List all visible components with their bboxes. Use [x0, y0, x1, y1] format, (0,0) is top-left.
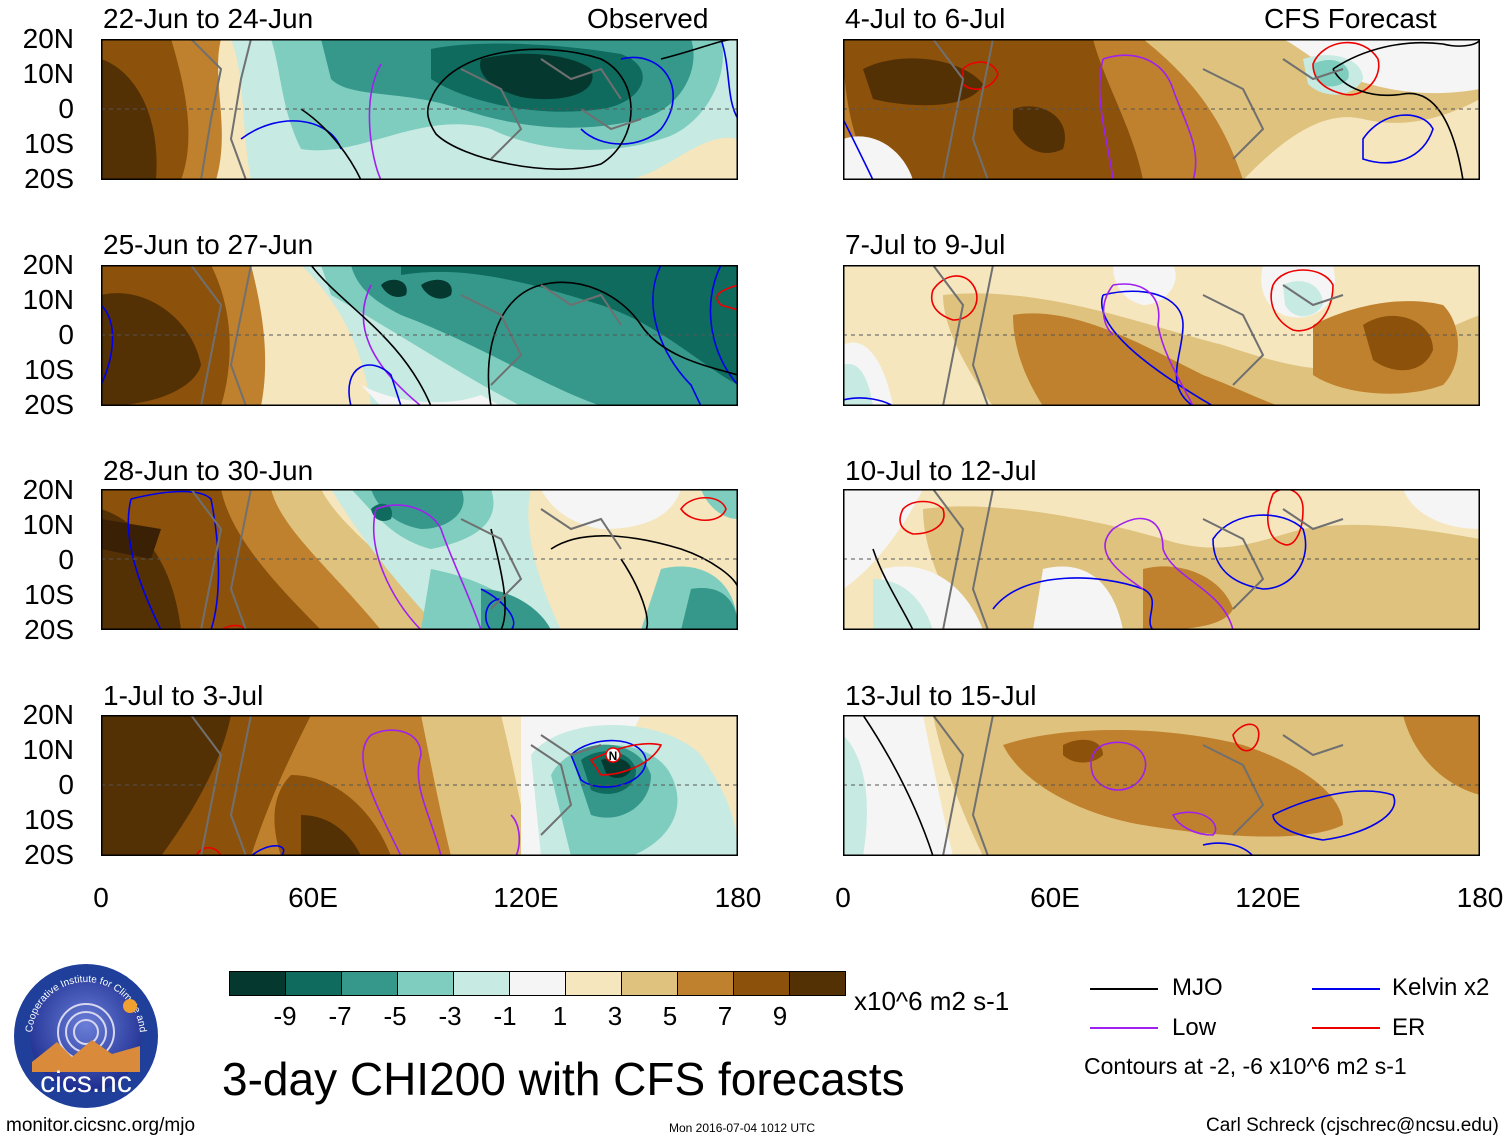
colorbar-tick: -9: [273, 1001, 297, 1031]
legend-line-mjo: [1090, 988, 1158, 990]
panel-period-label: 7-Jul to 9-Jul: [845, 229, 1006, 260]
map-panel-forecast-3: [843, 489, 1480, 630]
legend-label: MJO: [1172, 974, 1223, 1001]
lon-label: 180: [714, 882, 762, 913]
lat-label: 20S: [24, 389, 74, 420]
colorbar-tick: 3: [607, 1001, 623, 1031]
colorbar-tick: 1: [552, 1001, 568, 1031]
lon-label: 120E: [1235, 882, 1301, 913]
observed-column-title: Observed: [587, 3, 709, 34]
lat-label: 10N: [22, 734, 74, 765]
lon-label: 60E: [1030, 882, 1080, 913]
map-panel-observed-4: N: [101, 715, 738, 856]
map-panel-forecast-4: [843, 715, 1480, 856]
colorbar-tick: -7: [328, 1001, 352, 1031]
forecast-column-title: CFS Forecast: [1264, 3, 1437, 34]
colorbar: [229, 971, 846, 996]
colorbar-swatch: [510, 972, 566, 995]
footer-url[interactable]: monitor.cicsnc.org/mjo: [6, 1115, 196, 1136]
lat-label: 10S: [24, 579, 74, 610]
colorbar-tick: 5: [662, 1001, 678, 1031]
lat-label: 20S: [24, 163, 74, 194]
map-panel-observed-3: [101, 489, 738, 630]
lat-label: 20S: [24, 839, 74, 870]
colorbar-swatch: [454, 972, 510, 995]
lat-label: 10N: [22, 509, 74, 540]
map-panel-observed-2: [101, 265, 738, 406]
footer-timestamp: Mon 2016-07-04 1012 UTC: [669, 1121, 816, 1135]
lat-label: 10S: [24, 354, 74, 385]
lat-label: 20N: [22, 474, 74, 505]
lat-label: 10S: [24, 804, 74, 835]
colorbar-swatch: [566, 972, 622, 995]
panel-period-label: 28-Jun to 30-Jun: [103, 455, 314, 486]
colorbar-swatch: [342, 972, 398, 995]
lat-label: 20N: [22, 23, 74, 54]
legend-line-low: [1090, 1027, 1158, 1029]
colorbar-swatch: [286, 972, 342, 995]
colorbar-swatch: [230, 972, 286, 995]
colorbar-tick: 9: [772, 1001, 788, 1031]
lat-label: 20N: [22, 249, 74, 280]
lat-label: 10N: [22, 58, 74, 89]
lat-label: 20N: [22, 699, 74, 730]
legend-label: Kelvin x2: [1392, 974, 1490, 1001]
colorbar-tick: -5: [383, 1001, 407, 1031]
lon-label: 120E: [493, 882, 559, 913]
lat-label: 10N: [22, 284, 74, 315]
lat-label: 0: [58, 319, 74, 350]
main-title: 3-day CHI200 with CFS forecasts: [222, 1053, 905, 1105]
colorbar-swatch: [398, 972, 454, 995]
storm-marker: N: [609, 749, 618, 763]
colorbar-swatch: [734, 972, 790, 995]
legend-line-er: [1312, 1027, 1380, 1029]
panel-period-label: 25-Jun to 27-Jun: [103, 229, 314, 260]
colorbar-units: x10^6 m2 s-1: [854, 986, 1010, 1016]
colorbar-tick: -1: [493, 1001, 517, 1031]
map-panel-forecast-1: [843, 39, 1480, 180]
panel-period-label: 22-Jun to 24-Jun: [103, 3, 314, 34]
lon-label: 0: [93, 882, 109, 913]
lon-label: 60E: [288, 882, 338, 913]
map-panel-observed-1: [101, 39, 738, 180]
panel-period-label: 10-Jul to 12-Jul: [845, 455, 1037, 486]
colorbar-swatch: [678, 972, 734, 995]
lon-label: 180: [1456, 882, 1504, 913]
panel-period-label: 13-Jul to 15-Jul: [845, 680, 1037, 711]
logo-text: cics.nc: [40, 1066, 132, 1099]
panel-period-label: 1-Jul to 3-Jul: [103, 680, 264, 711]
lat-label: 20S: [24, 614, 74, 645]
colorbar-tick: -3: [438, 1001, 462, 1031]
colorbar-swatch: [622, 972, 678, 995]
footer-credit: Carl Schreck (cjschrec@ncsu.edu): [1206, 1115, 1499, 1136]
colorbar-tick: 7: [717, 1001, 733, 1031]
lat-label: 0: [58, 769, 74, 800]
lat-label: 10S: [24, 128, 74, 159]
colorbar-swatch: [790, 972, 845, 995]
legend-line-kelvin: [1312, 988, 1380, 990]
lon-label: 0: [835, 882, 851, 913]
cicsnc-logo: Cooperative Institute for Climate and Sa…: [9, 954, 160, 1110]
lat-label: 0: [58, 544, 74, 575]
legend-label: ER: [1392, 1014, 1426, 1041]
lat-label: 0: [58, 93, 74, 124]
legend-label: Low: [1172, 1014, 1217, 1041]
panel-period-label: 4-Jul to 6-Jul: [845, 3, 1006, 34]
map-panel-forecast-2: [843, 265, 1480, 406]
contour-note: Contours at -2, -6 x10^6 m2 s-1: [1084, 1053, 1407, 1079]
